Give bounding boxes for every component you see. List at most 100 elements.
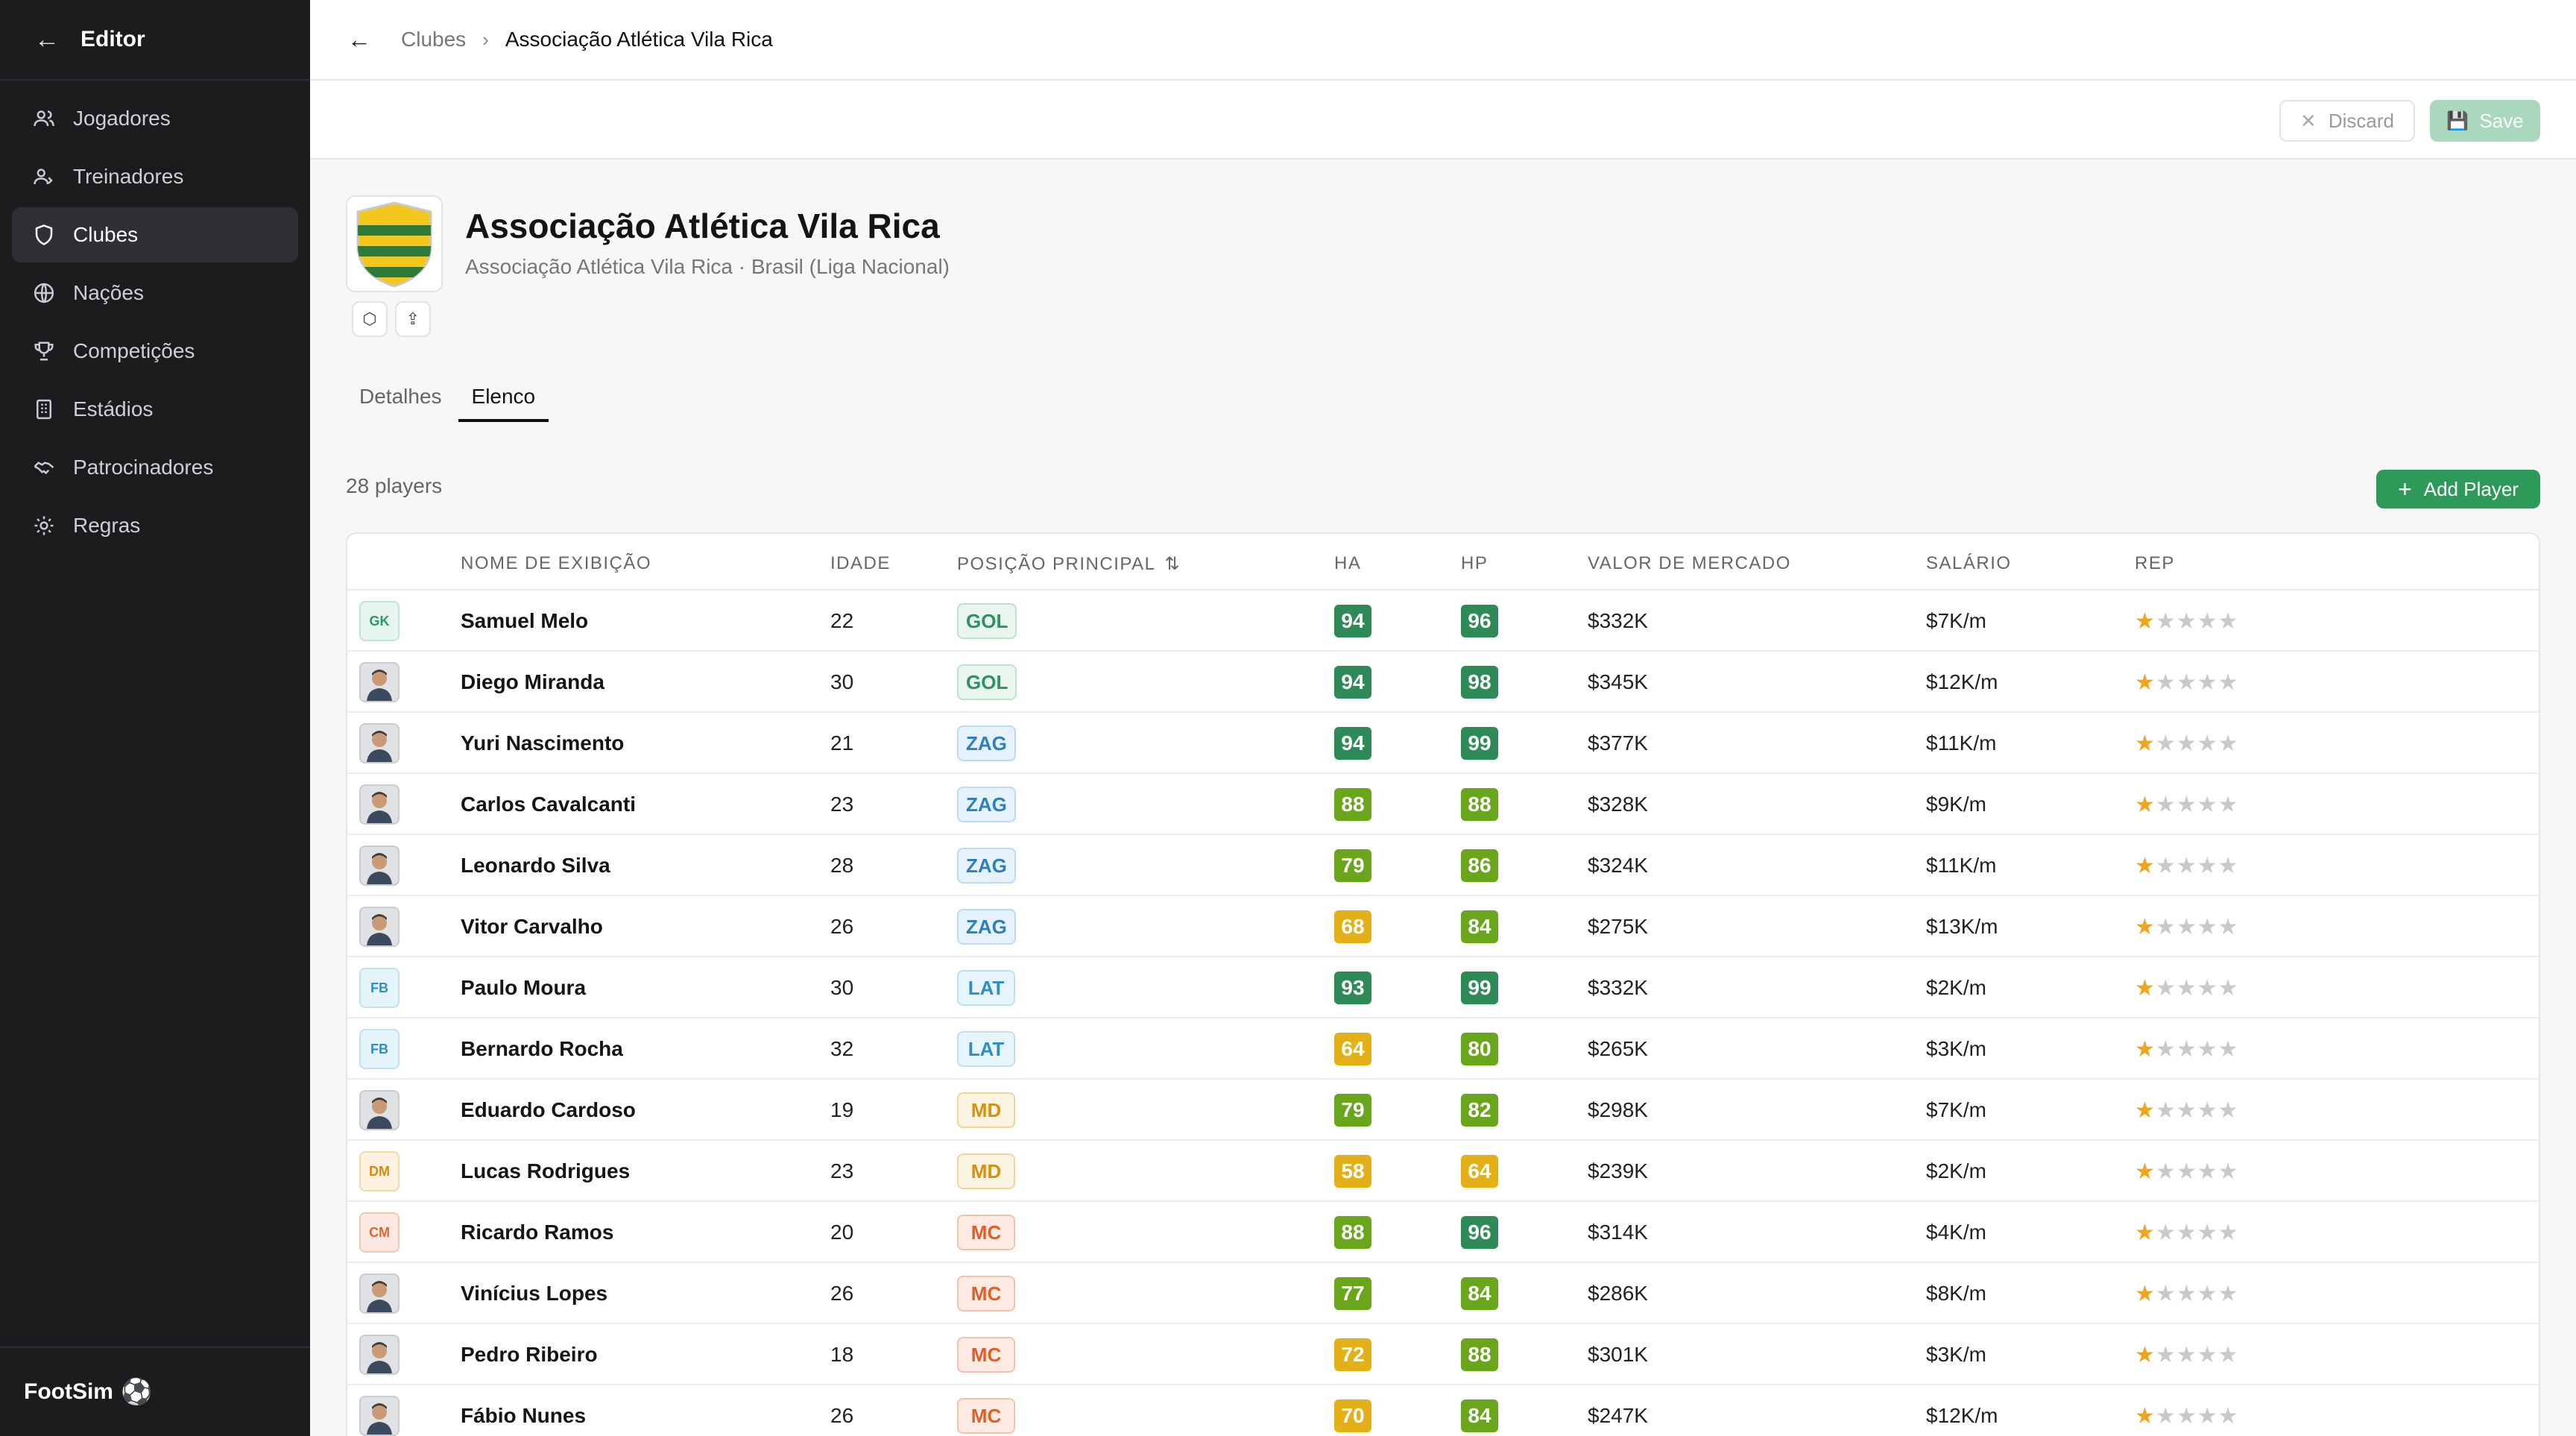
table-row[interactable]: Yuri Nascimento 21 ZAG 94 99 $377K $11K/m ★ ★ ★ ★ ★ (347, 713, 2539, 774)
player-hp: 96 (1461, 1202, 1498, 1263)
column-header-hp[interactable]: HP (1461, 553, 1489, 573)
hp-rating-badge: 64 (1461, 1155, 1498, 1188)
player-age: 21 (830, 731, 854, 755)
table-row[interactable]: Vitor Carvalho 26 ZAG 68 84 $275K $13K/m ★ ★ ★ ★ ★ (347, 896, 2539, 957)
reputation-stars: ★ ★ ★ ★ ★ (2135, 1324, 2239, 1385)
crest-shield-button[interactable]: ⬡ (352, 301, 388, 337)
column-header-value[interactable]: VALOR DE MERCADO (1588, 553, 1791, 573)
player-name[interactable]: Fábio Nunes (461, 1404, 587, 1427)
star-icon: ★ (2135, 853, 2156, 878)
column-header-ha[interactable]: HA (1334, 553, 1362, 573)
sort-icon[interactable]: ⇅ (1164, 554, 1181, 574)
player-hp: 96 (1461, 591, 1498, 652)
player-name[interactable]: Pedro Ribeiro (461, 1343, 598, 1366)
player-avatar (359, 723, 400, 763)
table-row[interactable]: Pedro Ribeiro 18 MC 72 88 $301K $3K/m ★ ★ ★ ★ ★ (347, 1324, 2539, 1385)
column-header-salary[interactable]: SALÁRIO (1926, 553, 2012, 573)
sidebar-item-treinadores[interactable]: Treinadores (12, 149, 298, 204)
ha-rating-badge: 94 (1334, 666, 1371, 699)
table-row[interactable]: GK Samuel Melo 22 GOL 94 96 $332K $7K/m ★ ★ ★ ★ ★ (347, 591, 2539, 652)
star-icon: ★ (2176, 1403, 2197, 1429)
sidebar-item-label: Nações (73, 281, 144, 304)
player-position: MC (957, 1263, 1015, 1324)
ha-rating-badge: 94 (1334, 605, 1371, 637)
sidebar-item-clubes[interactable]: Clubes (12, 207, 298, 262)
sidebar-item-estadios[interactable]: Estádios (12, 382, 298, 437)
table-row[interactable]: Carlos Cavalcanti 23 ZAG 88 88 $328K $9K/m ★ ★ ★ ★… (347, 774, 2539, 835)
breadcrumb-parent[interactable]: Clubes (401, 28, 467, 51)
reputation-stars: ★ ★ ★ ★ ★ (2135, 896, 2239, 957)
player-salary: $7K/m (1926, 1098, 1986, 1121)
tabs: Detalhes Elenco (346, 380, 552, 422)
star-icon: ★ (2135, 1281, 2156, 1306)
tab-detalhes[interactable]: Detalhes (359, 385, 442, 408)
player-name[interactable]: Eduardo Cardoso (461, 1098, 636, 1121)
table-row[interactable]: Eduardo Cardoso 19 MD 79 82 $298K $7K/m ★ ★ ★ ★ ★ (347, 1080, 2539, 1141)
position-badge: MC (957, 1337, 1015, 1373)
save-label: Save (2479, 109, 2524, 132)
club-subtitle: Associação Atlética Vila Rica · Brasil (… (465, 255, 950, 278)
hp-rating-badge: 80 (1461, 1033, 1498, 1065)
star-icon: ★ (2176, 975, 2197, 1001)
table-row[interactable]: FB Bernardo Rocha 32 LAT 64 80 $265K $3K/m ★ ★ ★ ★ ★ (347, 1018, 2539, 1080)
sidebar-item-patrocinadores[interactable]: Patrocinadores (12, 440, 298, 495)
star-icon: ★ (2197, 608, 2218, 634)
player-name[interactable]: Carlos Cavalcanti (461, 793, 636, 816)
player-name[interactable]: Paulo Moura (461, 976, 587, 999)
sidebar-item-regras[interactable]: Regras (12, 498, 298, 553)
table-row[interactable]: Vinícius Lopes 26 MC 77 84 $286K $8K/m ★ ★ ★ ★ ★ (347, 1263, 2539, 1324)
player-name[interactable]: Diego Miranda (461, 670, 604, 693)
star-icon: ★ (2217, 853, 2239, 878)
star-icon: ★ (2135, 1098, 2156, 1123)
player-salary: $11K/m (1926, 731, 1997, 755)
main-content: ← Clubes › Associação Atlética Vila Rica… (310, 0, 2576, 1436)
player-age: 22 (830, 609, 854, 632)
reputation-stars: ★ ★ ★ ★ ★ (2135, 1018, 2239, 1080)
player-position: ZAG (957, 896, 1016, 957)
table-row[interactable]: DM Lucas Rodrigues 23 MD 58 64 $239K $2K/m ★ ★ ★ ★ ★ (347, 1141, 2539, 1202)
table-row[interactable]: Diego Miranda 30 GOL 94 98 $345K $12K/m ★ ★ ★ ★ ★ (347, 652, 2539, 713)
column-header-name[interactable]: NOME DE EXIBIÇÃO (461, 553, 652, 573)
reputation-stars: ★ ★ ★ ★ ★ (2135, 835, 2239, 896)
table-row[interactable]: Fábio Nunes 26 MC 70 84 $247K $12K/m ★ ★ ★ ★ ★ (347, 1385, 2539, 1436)
column-header-rep[interactable]: REP (2135, 553, 2175, 573)
reputation-stars: ★ ★ ★ ★ ★ (2135, 652, 2239, 713)
star-icon: ★ (2176, 1220, 2197, 1245)
player-name[interactable]: Yuri Nascimento (461, 731, 625, 755)
sidebar-item-jogadores[interactable]: Jogadores (12, 91, 298, 146)
table-row[interactable]: CM Ricardo Ramos 20 MC 88 96 $314K $4K/m ★ ★ ★ ★ ★ (347, 1202, 2539, 1263)
back-arrow-icon[interactable]: ← (347, 25, 371, 53)
player-name[interactable]: Vinícius Lopes (461, 1282, 608, 1305)
tab-elenco[interactable]: Elenco (458, 380, 549, 422)
column-header-position[interactable]: POSIÇÃO PRINCIPAL ⇅ (957, 553, 1181, 575)
player-ha: 79 (1334, 1080, 1371, 1141)
back-arrow-icon[interactable]: ← (34, 25, 60, 54)
player-salary: $7K/m (1926, 609, 1986, 632)
discard-button[interactable]: ✕ Discard (2279, 100, 2415, 142)
table-row[interactable]: Leonardo Silva 28 ZAG 79 86 $324K $11K/m ★ ★ ★ ★ ★ (347, 835, 2539, 896)
player-photo (361, 725, 398, 762)
save-button[interactable]: 💾 Save (2430, 100, 2540, 142)
player-age: 20 (830, 1221, 854, 1244)
table-header: NOME DE EXIBIÇÃO IDADE POSIÇÃO PRINCIPAL… (347, 534, 2539, 591)
player-name[interactable]: Lucas Rodrigues (461, 1159, 631, 1183)
star-icon: ★ (2217, 975, 2239, 1001)
discard-label: Discard (2328, 109, 2394, 132)
player-ha: 94 (1334, 652, 1371, 713)
player-name[interactable]: Vitor Carvalho (461, 915, 603, 938)
player-name[interactable]: Samuel Melo (461, 609, 589, 632)
star-icon: ★ (2135, 670, 2156, 695)
table-row[interactable]: FB Paulo Moura 30 LAT 93 99 $332K $2K/m ★ ★ ★ ★ ★ (347, 957, 2539, 1018)
player-name[interactable]: Ricardo Ramos (461, 1221, 614, 1244)
star-icon: ★ (2135, 914, 2156, 939)
star-icon: ★ (2155, 670, 2176, 695)
upload-button[interactable]: ⇪ (395, 301, 431, 337)
club-crest[interactable] (346, 195, 443, 292)
player-name[interactable]: Bernardo Rocha (461, 1037, 623, 1060)
sidebar-item-nacoes[interactable]: Nações (12, 265, 298, 321)
sidebar-item-competicoes[interactable]: Competições (12, 324, 298, 379)
add-player-button[interactable]: + Add Player (2376, 470, 2540, 508)
column-header-age[interactable]: IDADE (830, 553, 891, 573)
column-header-position-label: POSIÇÃO PRINCIPAL (957, 554, 1156, 574)
player-name[interactable]: Leonardo Silva (461, 854, 610, 877)
